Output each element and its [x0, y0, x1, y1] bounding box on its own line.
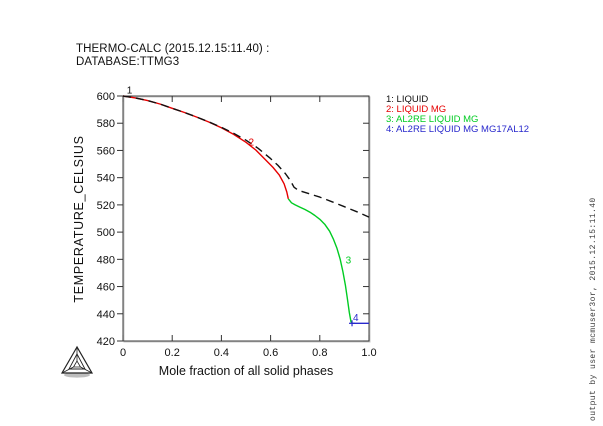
curve-al2re-liquid-mg	[287, 198, 353, 324]
x-tick-label: 0	[120, 347, 126, 359]
logo-inner-triangle	[68, 353, 86, 370]
logo-shadow	[64, 372, 90, 378]
y-tick-label: 600	[97, 91, 115, 103]
thermo-calc-logo-icon	[60, 345, 94, 378]
plot-header: THERMO-CALC (2015.12.15:11.40) : DATABAS…	[76, 43, 269, 68]
y-tick-label: 580	[97, 118, 115, 130]
legend-item-liquid-mg: 2: LIQUID MG	[386, 104, 447, 115]
y-tick-label: 540	[97, 173, 115, 185]
legend-item-liquid: 1: LIQUID	[386, 94, 429, 105]
plot-frame-shadow	[123, 96, 371, 343]
curve-number-label: 2	[248, 137, 254, 148]
curve-number-label: 3	[346, 256, 352, 267]
logo-line	[80, 366, 93, 374]
legend-item-al2re-liquid-mg-mg17al12: 4: AL2RE LIQUID MG MG17AL12	[386, 124, 530, 135]
y-tick-label: 460	[97, 282, 115, 294]
y-tick-label: 560	[97, 145, 115, 157]
x-tick-label: 0.4	[214, 347, 229, 359]
y-tick-label: 440	[97, 309, 115, 321]
x-tick-label: 1.0	[361, 347, 376, 359]
x-tick-label: 0.2	[165, 347, 180, 359]
x-tick-label: 0.6	[263, 347, 278, 359]
y-tick-label: 420	[97, 336, 115, 348]
header-line-1: THERMO-CALC (2015.12.15:11.40) :	[76, 43, 270, 55]
legend: 1: LIQUID 2: LIQUID MG 3: AL2RE LIQUID M…	[386, 95, 529, 135]
curve-liquid	[122, 95, 370, 218]
y-tick-label: 520	[97, 200, 115, 212]
x-tick-label: 0.8	[312, 347, 327, 359]
plot-frame	[122, 95, 370, 342]
curve-number-label: 4	[353, 313, 359, 324]
curve-liquid-mg	[122, 95, 289, 199]
logo-center-triangle	[72, 360, 82, 368]
y-tick-label: 500	[97, 227, 115, 239]
x-axis-title: Mole fraction of all solid phases	[158, 364, 334, 378]
y-tick-label: 480	[97, 254, 115, 266]
legend-item-al2re-liquid-mg: 3: AL2RE LIQUID MG	[386, 114, 479, 125]
header-line-2: DATABASE:TTMG3	[76, 55, 180, 68]
curve-number-label: 1	[127, 86, 133, 97]
logo-line	[61, 366, 74, 374]
y-axis-title: TEMPERATURE_CELSIUS	[72, 135, 86, 303]
output-stamp-text: output by user mcmuser3or, 2015.12.15:11…	[589, 197, 598, 421]
